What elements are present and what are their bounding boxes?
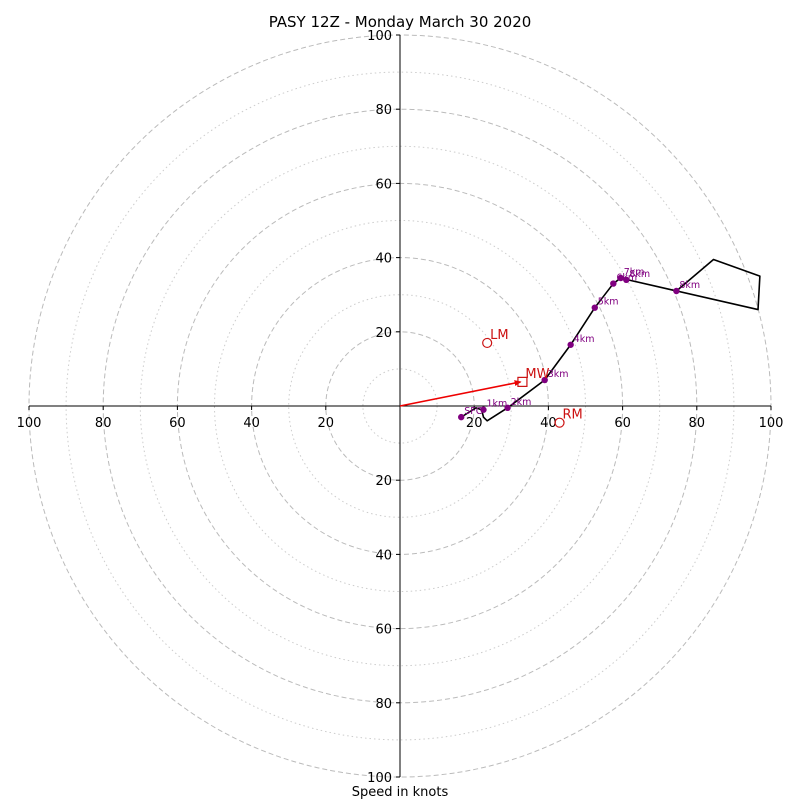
height-point xyxy=(617,274,624,282)
height-point-label: 8km xyxy=(629,269,650,280)
height-point xyxy=(480,406,487,413)
x-tick-labels: 100 80 60 40 20 20 40 60 80 100 xyxy=(17,406,784,431)
y-tick-label: 80 xyxy=(375,103,392,118)
x-tick-label: 20 xyxy=(466,416,483,431)
height-point xyxy=(458,413,465,421)
x-tick-label: 60 xyxy=(614,416,631,431)
height-point-label: 1km xyxy=(486,399,507,410)
height-point-label: 2km xyxy=(511,397,532,408)
hodograph-trace xyxy=(399,258,761,422)
height-point-label: SFC xyxy=(464,406,482,417)
x-tick-label: 80 xyxy=(689,416,706,431)
y-tick-label: 60 xyxy=(375,623,392,638)
x-tick-label: 80 xyxy=(95,416,112,431)
y-tick-label: 40 xyxy=(375,252,392,267)
height-point xyxy=(541,376,548,384)
storm-motion-markers: LM RM MW xyxy=(482,328,583,428)
y-tick-label: 100 xyxy=(367,771,392,786)
storm-motion-label: LM xyxy=(490,328,508,343)
storm-motion-marker xyxy=(482,337,493,349)
y-tick-label: 60 xyxy=(375,177,392,192)
mean-wind-marker xyxy=(517,376,528,387)
y-tick-label: 40 xyxy=(375,548,392,563)
y-tick-labels: 20 40 60 80 100 20 40 60 80 100 xyxy=(367,29,400,786)
height-point-label: 3km xyxy=(548,369,569,380)
height-point xyxy=(623,276,630,284)
x-tick-label: 100 xyxy=(759,416,784,431)
height-point xyxy=(610,280,617,287)
y-tick-label: 100 xyxy=(367,29,392,44)
height-points: SFC1km2km3km4km5km6km7km8km8km xyxy=(458,267,700,421)
storm-motion-label: MW xyxy=(525,367,549,382)
x-tick-label: 60 xyxy=(169,416,186,431)
height-point-label: 4km xyxy=(574,334,595,345)
x-tick-label: 100 xyxy=(17,416,42,431)
y-tick-label: 20 xyxy=(375,474,392,489)
storm-motion-marker xyxy=(554,417,565,428)
mean-wind-vector xyxy=(399,380,522,407)
y-tick-label: 20 xyxy=(375,326,392,341)
x-axis-label: Speed in knots xyxy=(352,785,449,800)
x-tick-label: 40 xyxy=(540,416,557,431)
height-point xyxy=(504,404,511,412)
height-point xyxy=(673,287,680,295)
x-tick-label: 20 xyxy=(318,416,335,431)
y-tick-label: 80 xyxy=(375,697,392,712)
x-tick-label: 40 xyxy=(243,416,260,431)
storm-motion-label: RM xyxy=(563,408,583,423)
height-point-label: 7km xyxy=(624,267,645,278)
height-point xyxy=(567,341,574,348)
chart-title: PASY 12Z - Monday March 30 2020 xyxy=(269,13,532,31)
height-point-label: 5km xyxy=(598,297,619,308)
hodograph-line xyxy=(460,258,761,422)
height-point-label: 8km xyxy=(679,280,700,291)
height-point xyxy=(591,304,598,311)
